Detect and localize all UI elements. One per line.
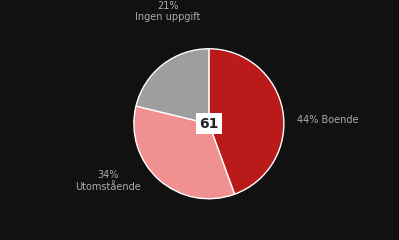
Wedge shape — [209, 49, 284, 194]
Text: 21%
Ingen uppgift: 21% Ingen uppgift — [135, 1, 200, 23]
Text: 44% Boende: 44% Boende — [297, 115, 359, 125]
Text: 61: 61 — [199, 117, 219, 131]
Wedge shape — [134, 106, 235, 199]
Text: 34%
Utomstående: 34% Utomstående — [75, 170, 140, 192]
Wedge shape — [136, 49, 209, 124]
